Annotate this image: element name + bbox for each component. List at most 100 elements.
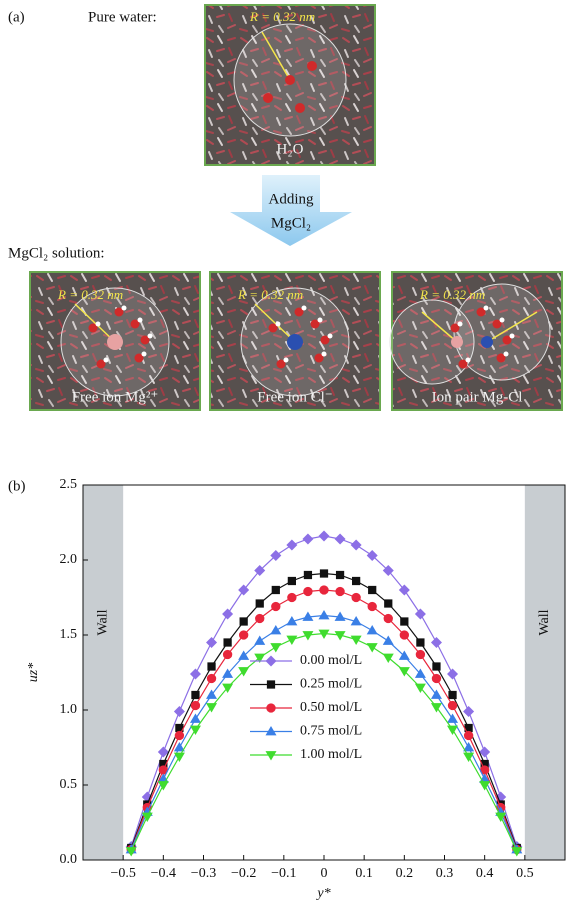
atom [96, 359, 106, 369]
y-tick-label: 0.5 [60, 777, 78, 792]
marker [270, 643, 282, 653]
marker [141, 812, 153, 822]
marker [416, 638, 425, 647]
series-line [130, 589, 518, 850]
marker [238, 630, 249, 640]
marker [238, 584, 250, 596]
atom [317, 317, 323, 323]
marker [334, 611, 346, 621]
y-tick-label: 2.5 [60, 477, 78, 492]
wall [83, 485, 124, 860]
x-tick-label: −0.5 [110, 866, 135, 881]
marker [383, 613, 393, 624]
atom [275, 321, 281, 327]
atom [492, 319, 502, 329]
ion [451, 336, 463, 348]
legend-marker [266, 680, 276, 689]
panel-a: (a) Pure water: R = 0.32 nm H₂O Adding M… [8, 4, 563, 411]
marker [366, 625, 378, 635]
marker [367, 601, 377, 612]
x-tick-label: 0 [321, 866, 328, 881]
marker [191, 690, 200, 700]
radius-label: R = 0.32 nm [237, 287, 303, 302]
marker [382, 635, 394, 645]
image-frame [391, 271, 563, 411]
legend-marker [265, 751, 277, 761]
atom [147, 333, 153, 339]
marker [271, 585, 280, 595]
arrow-label: Adding [269, 191, 315, 207]
atom [457, 321, 463, 327]
atom [114, 307, 124, 317]
x-tick-label: −0.2 [231, 866, 256, 881]
radius-line [261, 31, 291, 81]
atom [283, 357, 289, 363]
marker [207, 662, 216, 671]
radius-line [74, 303, 116, 343]
atom [141, 351, 147, 357]
atom [130, 319, 140, 329]
marker [447, 713, 459, 723]
marker [302, 611, 314, 621]
atom [465, 357, 471, 363]
atom [509, 333, 515, 339]
marker [206, 689, 218, 699]
atom [503, 351, 509, 357]
wall-label: Wall [537, 609, 552, 635]
sphere [389, 299, 475, 385]
atom [295, 103, 305, 113]
marker [495, 812, 507, 822]
atom [458, 359, 468, 369]
marker [158, 765, 169, 775]
marker [157, 746, 169, 758]
marker [430, 689, 442, 699]
atom [140, 335, 150, 345]
marker [222, 649, 233, 660]
atom [294, 307, 304, 317]
marker [206, 637, 218, 648]
radius-line [421, 311, 458, 343]
marker [318, 610, 330, 620]
marker [398, 650, 410, 660]
marker [350, 635, 362, 645]
marker [286, 616, 298, 626]
marker [302, 533, 314, 545]
marker [479, 746, 491, 758]
marker [368, 585, 377, 595]
marker [448, 690, 457, 700]
atom [476, 307, 486, 317]
atom [103, 357, 109, 363]
marker [189, 713, 201, 723]
marker [222, 608, 234, 620]
marker [286, 539, 298, 551]
panel-label: (b) [8, 478, 26, 494]
y-tick-label: 2.0 [60, 552, 78, 567]
wall [524, 485, 565, 860]
marker [463, 706, 475, 717]
marker [318, 629, 330, 639]
x-tick-label: −0.3 [191, 866, 216, 881]
atom [301, 305, 307, 311]
panel-label: (a) [8, 9, 25, 25]
image: R = 0.32 nm H₂O [204, 4, 376, 166]
marker [430, 637, 442, 648]
marker [414, 668, 426, 678]
marker [318, 530, 330, 542]
atom [314, 353, 324, 363]
marker [479, 781, 491, 791]
marker [400, 617, 409, 626]
radius-label: R = 0.32 nm [249, 9, 315, 24]
marker [447, 700, 458, 711]
marker [319, 585, 329, 595]
marker [255, 599, 264, 608]
marker [335, 570, 345, 580]
x-tick-label: 0.2 [396, 866, 414, 881]
atom [307, 61, 317, 71]
arrow-label: MgCl₂ [271, 215, 311, 231]
atom [95, 321, 101, 327]
y-tick-label: 1.0 [60, 702, 78, 717]
marker [350, 616, 362, 626]
marker [238, 650, 250, 660]
marker [463, 742, 475, 752]
